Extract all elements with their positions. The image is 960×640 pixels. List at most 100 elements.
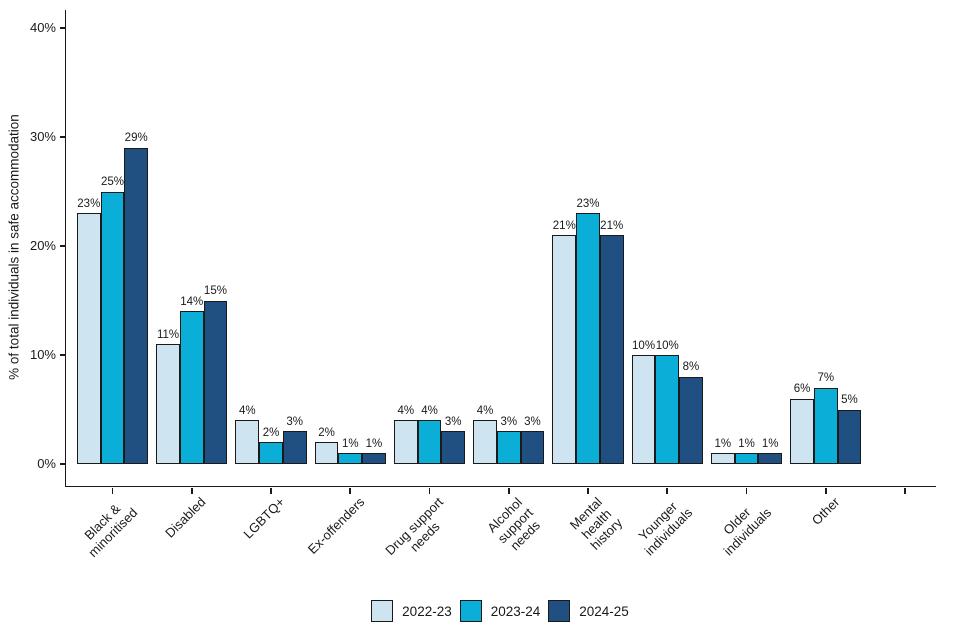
bar xyxy=(100,191,125,464)
bar-value-label: 3% xyxy=(286,415,303,428)
bar-value-label: 15% xyxy=(203,285,227,297)
y-tick-label: 40% xyxy=(29,20,56,35)
bar-value-label: 10% xyxy=(655,339,679,352)
x-category-label-text: Alcohol support needs xyxy=(484,494,544,554)
bar xyxy=(203,300,228,464)
y-tick-mark xyxy=(59,245,66,247)
x-category-label-text: Black & minoritised xyxy=(80,500,140,560)
x-category-label-text: Younger individuals xyxy=(635,498,695,559)
bar-value-label: 4% xyxy=(397,404,415,417)
y-tick-label: 0% xyxy=(37,456,56,471)
bar xyxy=(679,376,703,464)
x-tick-mark xyxy=(190,487,193,494)
bar xyxy=(837,409,862,464)
bar xyxy=(813,387,838,464)
bar-value-label: 3% xyxy=(524,415,541,428)
bar-value-label: 7% xyxy=(817,372,835,385)
x-tick-mark xyxy=(824,487,827,494)
bar xyxy=(124,147,149,464)
bar xyxy=(156,344,180,464)
bar xyxy=(393,420,418,464)
bar xyxy=(552,235,577,464)
x-category-label-text: Other xyxy=(809,494,843,528)
legend-item: 2022-23 xyxy=(371,600,452,622)
legend-label: 2022-23 xyxy=(402,603,452,619)
bar xyxy=(599,235,624,464)
bar xyxy=(179,311,204,464)
bar xyxy=(338,453,363,464)
bar xyxy=(655,355,680,464)
x-tick-mark xyxy=(507,487,510,494)
y-tick-mark xyxy=(59,463,66,465)
x-tick-mark xyxy=(111,487,114,494)
x-tick-mark xyxy=(428,487,431,494)
bar-value-label: 1% xyxy=(341,437,359,450)
bar-value-label: 10% xyxy=(632,339,656,352)
bar-value-label: 14% xyxy=(180,295,204,308)
x-tick-mark xyxy=(349,487,352,494)
bar xyxy=(520,431,545,464)
y-tick-mark xyxy=(59,354,66,356)
bar xyxy=(710,453,735,464)
bar xyxy=(576,213,600,464)
y-tick-label: 10% xyxy=(29,347,56,362)
bar xyxy=(473,420,497,464)
bar-value-label: 21% xyxy=(600,219,624,232)
legend-label: 2024-25 xyxy=(579,603,629,619)
bar-value-label: 23% xyxy=(77,197,101,210)
bar-value-label: 23% xyxy=(576,197,600,210)
y-tick-mark xyxy=(59,27,66,29)
x-category-label-text: Older individuals xyxy=(720,504,774,559)
x-category-label-text: LGBTQ+ xyxy=(240,494,288,542)
y-tick-mark xyxy=(59,136,66,138)
bar-value-label: 25% xyxy=(100,176,125,188)
plot-area xyxy=(65,10,936,487)
bar-value-label: 4% xyxy=(476,404,494,417)
x-tick-mark xyxy=(270,487,272,494)
bar-value-label: 5% xyxy=(841,394,858,406)
x-category-label-text: Ex-offenders xyxy=(304,494,368,557)
bar-value-label: 4% xyxy=(421,404,438,417)
bar xyxy=(259,442,283,464)
legend-swatch xyxy=(371,600,394,622)
bar-value-label: 21% xyxy=(552,219,576,232)
bar xyxy=(758,453,783,464)
y-tick-label: 20% xyxy=(29,238,56,253)
legend-item: 2024-25 xyxy=(548,600,629,622)
x-tick-mark xyxy=(904,487,906,494)
bar xyxy=(441,431,466,464)
x-tick-mark xyxy=(587,487,589,494)
legend-label: 2023-24 xyxy=(490,603,541,619)
x-category-label-text: Disabled xyxy=(162,494,209,541)
bar-value-label: 2% xyxy=(318,426,335,439)
bar-value-label: 6% xyxy=(793,383,811,396)
x-category-label-text: Drug support needs xyxy=(382,494,447,559)
bar xyxy=(631,355,656,464)
bar xyxy=(282,431,307,464)
bar-value-label: 3% xyxy=(444,415,462,428)
bar xyxy=(734,453,759,464)
bar xyxy=(790,398,814,464)
bar-value-label: 8% xyxy=(682,361,700,374)
legend: 2022-23 2023-24 2024-25 xyxy=(65,600,935,622)
x-tick-mark xyxy=(745,487,748,494)
bar xyxy=(362,453,386,464)
bar-value-label: 1% xyxy=(365,437,383,450)
bar-value-label: 11% xyxy=(156,328,180,341)
bar-value-label: 2% xyxy=(262,426,280,439)
bar-value-label: 4% xyxy=(238,404,256,417)
x-category-label-text: Mental health history xyxy=(566,494,626,553)
x-tick-mark xyxy=(666,487,669,494)
bar-value-label: 1% xyxy=(738,437,755,450)
bar-value-label: 1% xyxy=(761,437,779,450)
bar xyxy=(76,213,101,464)
bar xyxy=(417,420,442,464)
legend-swatch xyxy=(459,600,482,622)
bar xyxy=(496,431,521,464)
legend-swatch xyxy=(548,600,571,622)
bar-value-label: 29% xyxy=(124,132,148,145)
bar xyxy=(314,442,339,464)
legend-item: 2023-24 xyxy=(459,600,541,622)
bar-value-label: 1% xyxy=(714,437,732,450)
